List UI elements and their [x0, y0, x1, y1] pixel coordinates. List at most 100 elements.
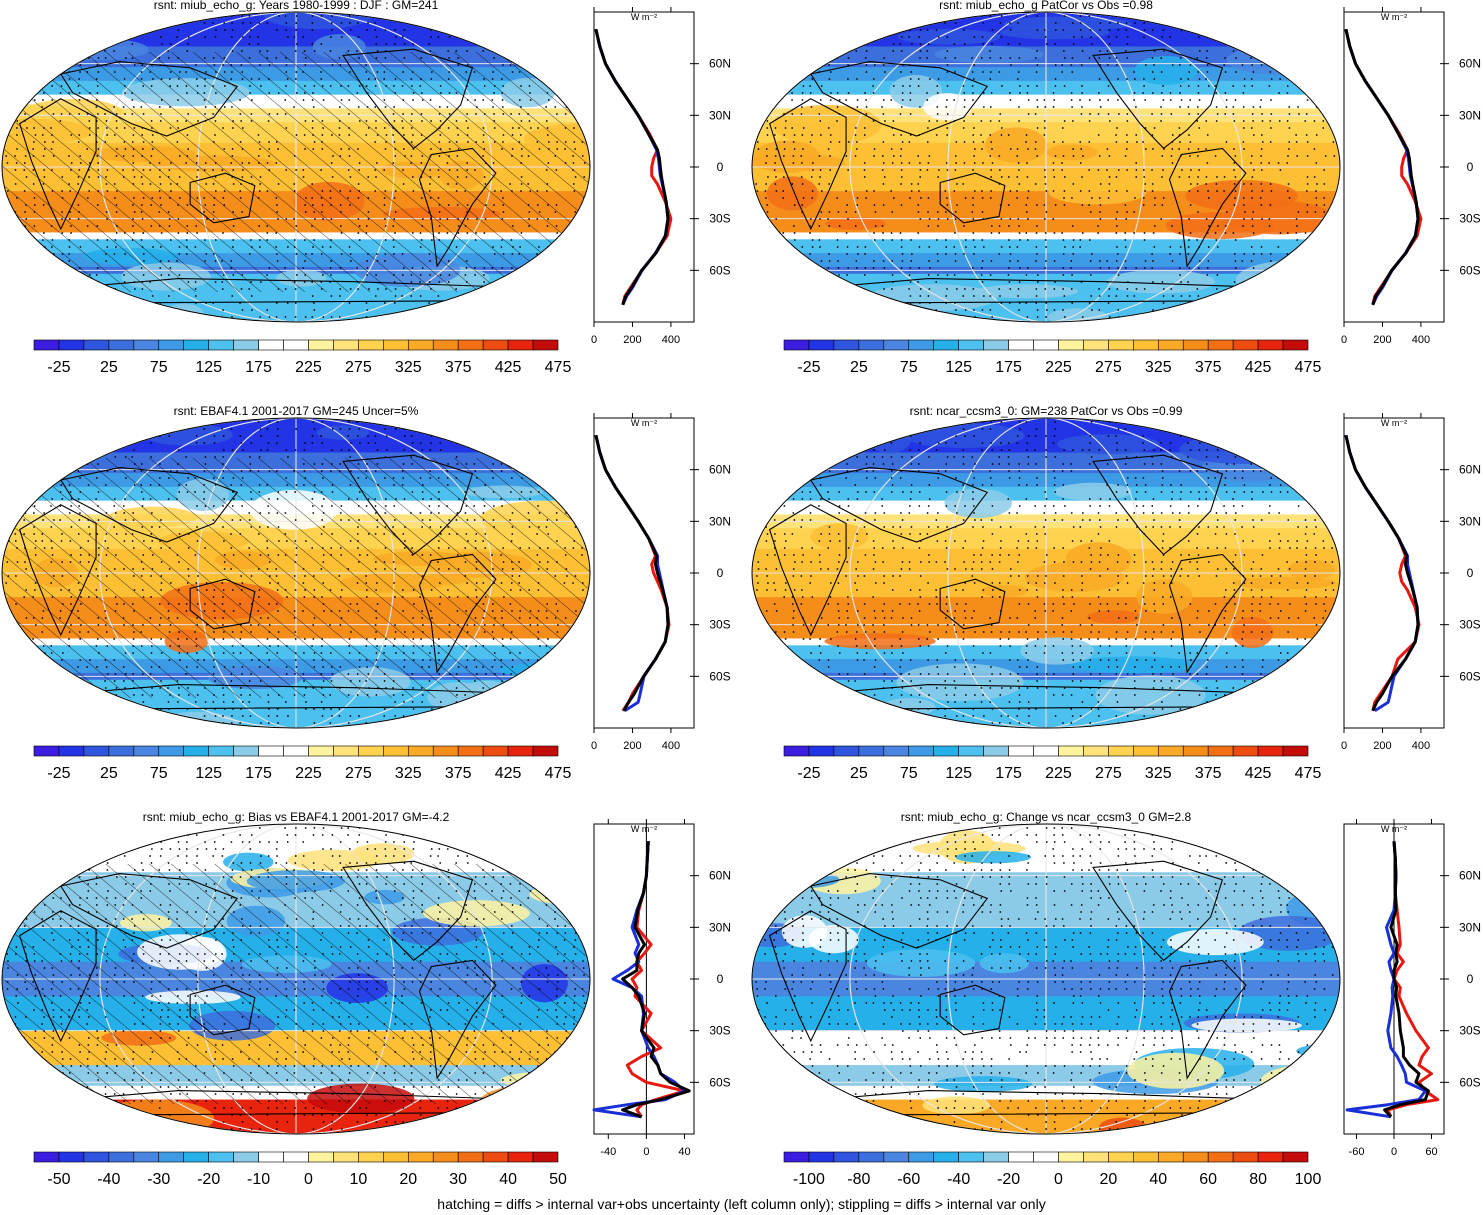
lat-tick-label: 60N	[1459, 57, 1481, 71]
map-anomaly	[36, 269, 84, 287]
lat-tick-label: 30N	[709, 108, 731, 122]
colorbar-label: 125	[195, 359, 222, 376]
map-anomaly	[1057, 434, 1160, 455]
map-anomaly	[752, 843, 823, 880]
map-anomaly	[1048, 179, 1147, 205]
colorbar-cell	[1058, 745, 1084, 757]
colorbar-label: 40	[499, 1171, 517, 1188]
colorbar: -25 25 75 125 175 225 275 325 375 425 475	[33, 745, 571, 782]
lat-tick-label: 60S	[1459, 1075, 1480, 1089]
colorbar-label: 125	[945, 359, 972, 376]
map-anomaly	[316, 425, 370, 440]
continent-outline	[18, 98, 97, 231]
colorbar-cell	[457, 745, 484, 757]
colorbar-cell	[33, 1151, 60, 1163]
continent-outline	[189, 578, 256, 630]
colorbar-cell	[358, 339, 384, 351]
colorbar-cell	[407, 339, 434, 351]
profile-units: W m⁻²	[631, 418, 657, 428]
profile-series-line	[592, 841, 686, 1119]
lat-tick-label: 0	[1467, 160, 1474, 174]
colorbar-cell	[908, 745, 935, 757]
colorbar-cell	[1133, 1151, 1159, 1163]
map-anomaly	[934, 45, 1044, 63]
colorbar-label: 425	[495, 765, 522, 782]
colorbar-label: 125	[195, 765, 222, 782]
colorbar-cell	[432, 339, 459, 351]
hatching	[2, 52, 590, 292]
map-anomaly	[985, 127, 1047, 163]
lat-tick-label: 0	[717, 566, 724, 580]
colorbar-cell	[358, 1151, 384, 1163]
map-anomaly	[944, 488, 1012, 518]
map-anomaly	[897, 29, 1001, 45]
colorbar-cell	[507, 745, 534, 757]
lat-tick-label: 30S	[1459, 618, 1480, 632]
lat-tick-label: 60S	[709, 1075, 730, 1089]
chart-title: rsnt: miub_echo_g: Years 1980-1999 : DJF…	[153, 0, 439, 12]
map-anomaly	[752, 429, 782, 445]
chart-svg: W m⁻² 60N 30N 0 30S 60S 0 200 400 -25 25 75 125 175 22…	[1, 7, 731, 376]
colorbar-label: 425	[1245, 765, 1272, 782]
map-anomaly	[1136, 579, 1193, 614]
graticule-meridian	[849, 418, 1243, 728]
colorbar-label: 425	[495, 359, 522, 376]
colorbar-cell	[808, 745, 835, 757]
colorbar-cell	[1207, 339, 1234, 351]
colorbar-cell	[482, 339, 509, 351]
colorbar-label: 375	[445, 359, 472, 376]
colorbar: -100 -80 -60 -40 -20 0 20 40 60 80 100	[783, 1151, 1321, 1188]
colorbar-cell	[1083, 339, 1109, 351]
map-anomaly	[1235, 260, 1340, 300]
map-anomaly	[904, 423, 1025, 448]
x-tick-label: 0	[1391, 1146, 1397, 1158]
colorbar-cell	[33, 745, 60, 757]
colorbar-cell	[432, 1151, 459, 1163]
colorbar-cell	[358, 745, 384, 757]
colorbar-cell	[183, 745, 209, 757]
colorbar-cell	[958, 339, 984, 351]
x-tick-label: 200	[623, 334, 641, 346]
zonal-profile: W m⁻² 60N 30N 0 30S 60S 0 200 400	[1341, 413, 1481, 752]
continent-outline	[189, 172, 256, 224]
map-field	[752, 824, 1340, 1134]
colorbar-cell	[783, 339, 810, 351]
colorbar-label: 375	[445, 765, 472, 782]
map-anomaly	[1098, 1117, 1147, 1134]
colorbar-label: -25	[797, 359, 820, 376]
colorbar-label: 275	[1095, 765, 1122, 782]
continent-outline	[418, 959, 497, 1080]
map-anomaly	[781, 915, 828, 948]
colorbar-label: 20	[1099, 1171, 1117, 1188]
colorbar-cell	[983, 745, 1009, 757]
colorbar-label: 175	[245, 359, 272, 376]
profile-series-line	[594, 434, 670, 712]
map-anomaly	[1282, 854, 1340, 881]
colorbar-cell	[58, 1151, 85, 1163]
colorbar-label: 375	[1195, 765, 1222, 782]
lat-tick-label: 60S	[1459, 669, 1480, 683]
continent-outline	[342, 454, 474, 556]
map-field	[2, 418, 590, 728]
lat-tick-label: 60N	[709, 463, 731, 477]
map-anomaly	[810, 523, 869, 550]
continent-outline	[18, 504, 97, 637]
lat-tick-label: 60N	[709, 869, 731, 883]
colorbar: -50 -40 -30 -20 -10 0 10 20 30 40 50	[33, 1151, 567, 1188]
colorbar-label: -20	[997, 1171, 1020, 1188]
colorbar-cell	[1232, 339, 1259, 351]
colorbar-cell	[858, 745, 885, 757]
colorbar-cell	[908, 339, 935, 351]
colorbar-cell	[1157, 745, 1184, 757]
colorbar-cell	[482, 745, 509, 757]
profile-units: W m⁻²	[631, 824, 657, 834]
colorbar-cell	[1083, 745, 1109, 757]
profile-series-line	[1383, 841, 1430, 1118]
continent-outline	[342, 860, 474, 962]
colorbar-cell	[783, 1151, 810, 1163]
colorbar-cell	[1257, 1151, 1284, 1163]
lat-tick-label: 30N	[709, 920, 731, 934]
colorbar-cell	[1182, 745, 1209, 757]
x-tick-label: 0	[591, 740, 597, 752]
colorbar-cell	[333, 745, 359, 757]
